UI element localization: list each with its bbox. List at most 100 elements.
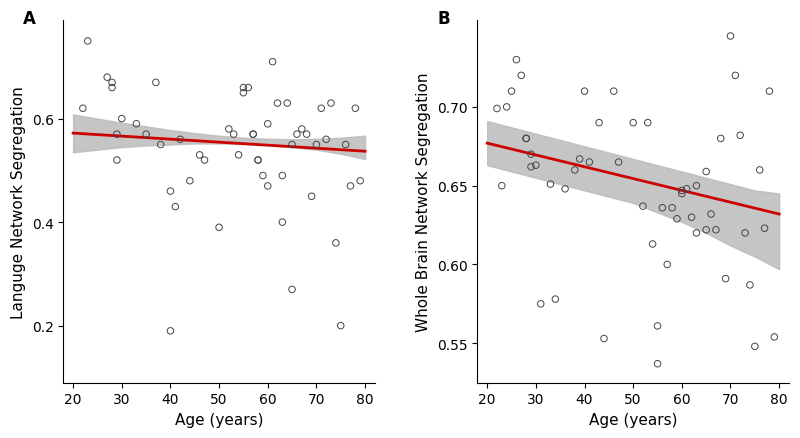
Point xyxy=(568,167,581,174)
Point xyxy=(339,141,352,148)
Point xyxy=(651,360,664,367)
Point xyxy=(237,85,250,92)
Point xyxy=(354,178,366,185)
Point xyxy=(344,183,357,190)
Point xyxy=(77,106,90,113)
Point xyxy=(534,300,547,307)
Point xyxy=(300,131,313,138)
Point xyxy=(290,131,303,138)
Point xyxy=(286,286,298,293)
Point xyxy=(246,131,259,138)
Point xyxy=(544,181,557,188)
Point xyxy=(637,203,650,210)
Point xyxy=(495,183,508,190)
Y-axis label: Whole Brain Network Segregation: Whole Brain Network Segregation xyxy=(417,73,431,332)
Point xyxy=(656,205,669,212)
Point xyxy=(150,80,162,87)
Point xyxy=(700,169,713,176)
Point xyxy=(246,131,259,138)
Point xyxy=(700,227,713,234)
Point xyxy=(724,33,737,40)
Point xyxy=(734,132,746,139)
Point xyxy=(583,159,596,166)
Point xyxy=(763,88,776,95)
Point xyxy=(110,157,123,164)
Point xyxy=(276,173,289,180)
X-axis label: Age (years): Age (years) xyxy=(589,412,678,427)
Point xyxy=(574,156,586,163)
Text: A: A xyxy=(23,11,36,28)
Point xyxy=(222,126,235,133)
Point xyxy=(242,85,254,92)
Point xyxy=(754,167,766,174)
Point xyxy=(626,120,639,127)
Point xyxy=(174,137,186,144)
Point xyxy=(140,131,153,138)
Point xyxy=(719,276,732,283)
Point xyxy=(82,39,94,46)
Point xyxy=(286,141,298,148)
Point xyxy=(666,205,678,212)
Point xyxy=(320,137,333,144)
Point xyxy=(252,157,265,164)
Point xyxy=(505,88,518,95)
Point xyxy=(743,282,756,289)
Point xyxy=(169,204,182,211)
Point xyxy=(510,57,523,64)
Point xyxy=(198,157,211,164)
Point xyxy=(330,240,342,247)
Point xyxy=(252,157,265,164)
Point xyxy=(651,323,664,330)
Point xyxy=(675,187,688,194)
Point xyxy=(758,225,771,232)
Point xyxy=(680,186,693,193)
Point xyxy=(520,136,533,143)
Point xyxy=(768,334,781,341)
Point xyxy=(266,59,279,66)
Point xyxy=(675,191,688,198)
Point xyxy=(690,230,703,237)
Point xyxy=(271,100,284,107)
Point xyxy=(525,164,538,171)
Point xyxy=(670,216,683,223)
Point xyxy=(549,296,562,303)
Point xyxy=(227,131,240,138)
Point xyxy=(749,343,762,350)
Point xyxy=(315,106,328,113)
Point xyxy=(305,193,318,200)
Point xyxy=(490,106,503,113)
Point xyxy=(295,126,308,133)
Point xyxy=(612,159,625,166)
Point xyxy=(154,141,167,148)
Point xyxy=(500,104,513,111)
Point xyxy=(729,73,742,80)
Point xyxy=(710,227,722,234)
Point xyxy=(106,85,118,92)
Point xyxy=(164,188,177,195)
Point xyxy=(661,261,674,268)
Point xyxy=(164,328,177,335)
Point xyxy=(262,183,274,190)
Point xyxy=(130,121,142,128)
Point xyxy=(276,219,289,226)
Point xyxy=(281,100,294,107)
Point xyxy=(598,335,610,342)
Point xyxy=(714,136,727,143)
Point xyxy=(194,152,206,159)
Point xyxy=(607,88,620,95)
Point xyxy=(106,80,118,87)
Point xyxy=(213,224,226,231)
Point xyxy=(525,151,538,158)
Point xyxy=(578,88,591,95)
Point xyxy=(257,173,270,180)
Point xyxy=(101,74,114,81)
Point xyxy=(515,73,528,80)
Point xyxy=(642,120,654,127)
Point xyxy=(646,241,659,248)
Point xyxy=(310,141,322,148)
Point xyxy=(334,322,347,329)
Point xyxy=(530,162,542,170)
Point xyxy=(685,214,698,221)
Point xyxy=(232,152,245,159)
Y-axis label: Languge Network Segregation: Languge Network Segregation xyxy=(11,86,26,318)
